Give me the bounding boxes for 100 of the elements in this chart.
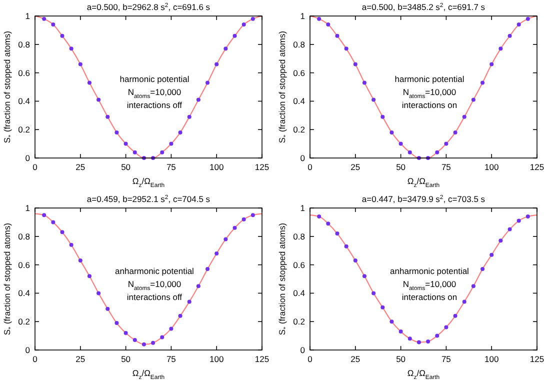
x-tick-label: 100 (484, 354, 499, 364)
y-tick-label: 0.8 (18, 231, 30, 242)
x-tick-label: 100 (210, 354, 224, 364)
y-tick-label: 0 (25, 153, 30, 163)
point (335, 232, 340, 236)
point (471, 98, 476, 102)
x-tick-label: 125 (530, 162, 544, 172)
x-tick-label: 0 (308, 162, 313, 172)
point (372, 291, 376, 296)
point (508, 227, 512, 232)
point (160, 150, 164, 154)
y-tick-label: 1 (25, 203, 30, 213)
point (142, 342, 146, 346)
annotation: N$_{atoms}$=10,000 (128, 87, 182, 100)
y-tick-label: 0.6 (293, 68, 306, 78)
point (444, 325, 448, 330)
y-tick-label: 1 (25, 11, 30, 21)
point (344, 244, 348, 248)
point (232, 34, 237, 38)
point (60, 230, 64, 234)
x-axis-title: Ω$_{z}$/Ω$_{Earth}$ (407, 368, 440, 381)
point (516, 22, 521, 27)
point (169, 142, 174, 146)
point (132, 150, 137, 154)
point (326, 222, 330, 226)
point (335, 34, 340, 38)
point (60, 34, 64, 38)
y-tick-label: 0.4 (293, 288, 306, 298)
y-tick-label: 0.4 (18, 288, 30, 298)
chart-title: a=0.459, b=2952.1 s$^{2}$, c=704.5 s (86, 194, 210, 204)
chart-title: a=0.500, b=2962.8 s$^{2}$, c=691.6 s (86, 2, 210, 12)
point (96, 291, 101, 296)
y-tick-label: 0.4 (18, 96, 30, 106)
x-tick-label: 25 (350, 162, 360, 172)
y-tick-label: 0.2 (293, 124, 306, 135)
point (242, 217, 246, 222)
y-axis-title: S₊ (fraction of stopped atoms) (277, 222, 287, 336)
y-tick-label: 0.6 (18, 260, 30, 270)
point (362, 274, 366, 278)
point (498, 46, 503, 51)
point (87, 274, 92, 278)
point (242, 22, 246, 27)
point (526, 16, 530, 21)
point (214, 62, 219, 66)
point (326, 22, 330, 27)
y-tick-label: 0.2 (18, 316, 30, 327)
point (353, 258, 358, 263)
point (453, 130, 458, 134)
x-tick-label: 0 (308, 354, 313, 364)
annotation: anharmonic potential (390, 266, 470, 276)
annotation: interactions on (402, 100, 458, 110)
point (408, 336, 412, 341)
x-tick-label: 75 (166, 162, 176, 172)
x-tick-label: 125 (254, 162, 270, 172)
point (178, 314, 182, 318)
point (51, 22, 56, 27)
annotation: harmonic potential (120, 74, 190, 84)
annotation: interactions on (402, 292, 458, 302)
point (160, 335, 164, 340)
point (187, 114, 192, 119)
point (408, 150, 412, 154)
point (124, 330, 128, 335)
point (480, 267, 485, 272)
x-tick-label: 75 (441, 354, 452, 364)
line-series (309, 15, 538, 159)
y-tick-label: 0.2 (18, 124, 30, 135)
point (114, 321, 119, 326)
point (490, 252, 494, 257)
x-tick-label: 125 (530, 354, 544, 364)
point (196, 98, 200, 102)
point (508, 34, 512, 38)
x-tick-label: 25 (350, 354, 360, 364)
point (206, 267, 210, 272)
y-tick-label: 0.4 (293, 96, 306, 106)
point (444, 142, 448, 146)
y-tick-label: 0.2 (293, 316, 306, 327)
x-axis-title: Ω$_{z}$/Ω$_{Earth}$ (407, 176, 440, 189)
x-tick-label: 50 (121, 162, 131, 172)
x-tick-label: 75 (166, 354, 176, 364)
line-series (309, 214, 538, 343)
point (114, 130, 119, 134)
point (317, 214, 322, 219)
point (232, 226, 237, 230)
point (435, 150, 440, 154)
point (398, 330, 403, 334)
y-tick-label: 0 (300, 153, 306, 163)
x-tick-label: 25 (76, 162, 86, 172)
x-tick-label: 100 (210, 162, 224, 172)
point (344, 46, 348, 51)
y-tick-label: 0.8 (293, 39, 306, 50)
y-axis-title: S₊ (fraction of stopped atoms) (2, 30, 12, 144)
point (398, 142, 403, 146)
point (416, 340, 421, 344)
y-tick-label: 0 (300, 345, 306, 355)
point (151, 340, 156, 345)
point (42, 16, 46, 21)
point (250, 213, 255, 218)
point (124, 142, 128, 146)
x-tick-label: 125 (254, 354, 270, 364)
y-axis-title: S₊ (fraction of stopped atoms) (2, 222, 12, 336)
